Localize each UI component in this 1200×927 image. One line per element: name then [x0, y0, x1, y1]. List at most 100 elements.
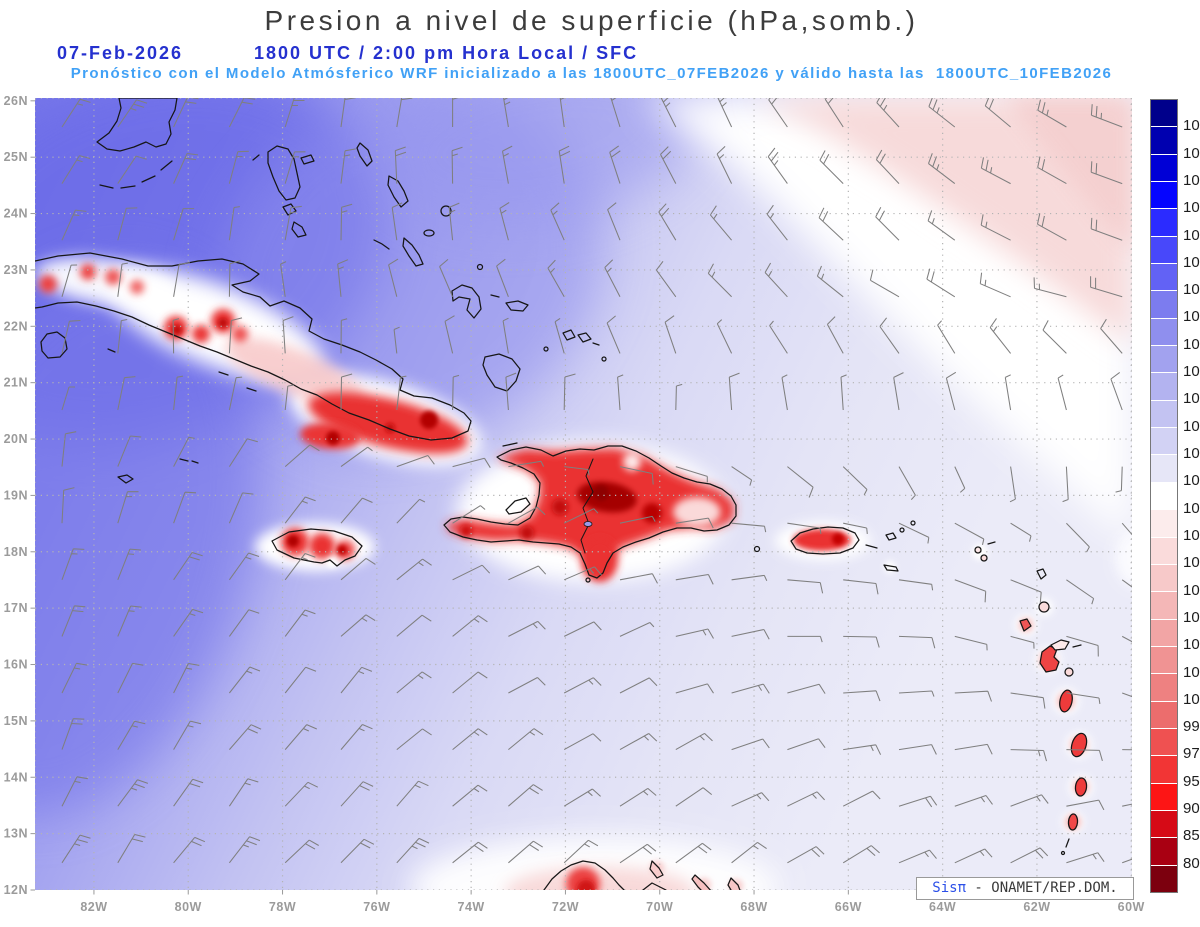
st-vincent: [1067, 813, 1079, 831]
wind-barb: [731, 466, 753, 486]
wind-barb: [508, 620, 546, 637]
florida-coastline: [96, 98, 178, 152]
wind-barb: [61, 605, 86, 637]
wind-barb: [954, 466, 966, 493]
florida-keys-4: [160, 160, 173, 171]
cuba-red-west-4: [130, 280, 144, 294]
wind-barb: [452, 615, 488, 637]
wind-barb: [731, 683, 770, 694]
wind-barb: [340, 148, 356, 184]
eleuthera: [387, 175, 409, 208]
colorbar-label: 1015: [1183, 445, 1200, 463]
wind-barb: [117, 155, 147, 184]
wind-barb: [117, 376, 136, 411]
axis-labels: 26N 25N 24N 23N 22N 21N 20N 19N 18N 17N 16N 15N 14N 1…: [4, 94, 1145, 914]
wind-barb: [767, 147, 788, 184]
colorbar-label: 1020: [1183, 308, 1200, 326]
wind-barb: [451, 146, 463, 184]
cayos-cuba-2: [218, 371, 229, 376]
bimini-dash: [252, 154, 260, 161]
wind-barb: [979, 272, 1011, 298]
sispi-logo: Sisπ: [932, 880, 966, 896]
colorbar-segment: [1151, 235, 1177, 264]
wind-barb: [954, 690, 992, 702]
wind-barb: [61, 319, 81, 354]
wind-barb: [675, 787, 713, 807]
hispaniola-core-5: [460, 525, 472, 537]
wind-barbs: [61, 98, 1132, 864]
virgin-islands-1: [885, 532, 897, 541]
wind-barb: [228, 206, 240, 241]
wind-barb: [396, 455, 435, 468]
wind-barb: [787, 466, 814, 498]
wind-barb: [1122, 692, 1132, 698]
wind-barb: [337, 259, 349, 297]
wind-barb: [619, 843, 657, 864]
colorbar-segment: [1151, 645, 1177, 674]
wind-barb: [563, 566, 603, 581]
desirade-dash: [1072, 644, 1082, 648]
wind-barb: [655, 260, 677, 298]
wind-barb: [61, 487, 75, 524]
wind-barb: [228, 150, 249, 184]
colorbar-label: 1017: [1183, 390, 1200, 408]
wind-barb: [898, 466, 916, 500]
wind-barb: [228, 98, 256, 128]
wind-barb: [61, 662, 88, 694]
lon-label: 72W: [552, 900, 579, 914]
wind-barb: [117, 779, 149, 807]
colorbar-label: 1000: [1183, 690, 1200, 708]
wind-barb: [927, 210, 956, 241]
wind-barb: [550, 202, 565, 241]
wind-barb: [787, 522, 822, 534]
wind-barb: [1037, 99, 1067, 128]
colorbar-label: 900: [1183, 800, 1200, 818]
wind-barb: [875, 206, 900, 241]
lat-label: 22N: [4, 319, 28, 333]
wind-barb: [843, 579, 879, 595]
wind-barb: [61, 264, 78, 297]
jamaica-red-core-1: [287, 535, 299, 547]
wind-barb: [1066, 852, 1105, 864]
watermark-box: Sisπ - ONAMET/REP.DOM.: [916, 877, 1134, 900]
colorbar-label: 850: [1183, 827, 1200, 845]
bonaire: [727, 877, 741, 890]
lat-label: 16N: [4, 658, 28, 672]
wind-barb: [707, 263, 732, 298]
wind-barb: [396, 558, 432, 581]
lat-label: 21N: [4, 376, 28, 390]
wind-barb: [340, 446, 373, 468]
wind-barb: [340, 666, 373, 694]
colorbar-label: 1028: [1183, 226, 1200, 244]
curacao: [691, 874, 712, 890]
colorbar-segment: [1151, 263, 1177, 291]
colorbar-label: 1030: [1183, 199, 1200, 217]
colorbar-label: 950: [1183, 772, 1200, 790]
lat-label: 14N: [4, 770, 28, 784]
wind-barb: [448, 202, 460, 241]
wind-barb: [439, 258, 454, 298]
wind-barb: [173, 836, 206, 864]
lat-label: 26N: [4, 94, 28, 108]
wind-barb: [117, 318, 128, 354]
cuba-red-west-2: [80, 264, 96, 280]
wind-barb: [501, 145, 513, 184]
wind-barb: [842, 466, 868, 496]
wind-barb: [1036, 213, 1067, 241]
deep-high-west: [35, 265, 260, 815]
lat-label: 12N: [4, 883, 28, 897]
wind-barb: [563, 621, 602, 637]
wind-barb: [564, 466, 590, 476]
wind-barb: [954, 795, 993, 807]
wind-barb: [452, 671, 488, 694]
puertorico-coastline: [790, 526, 860, 555]
wind-barb: [1004, 374, 1012, 411]
wind-barb: [1110, 371, 1123, 411]
colorbar-label: 1004: [1183, 636, 1200, 654]
lat-label: 18N: [4, 545, 28, 559]
colorbar-label: 1035: [1183, 171, 1200, 189]
wind-barb: [340, 781, 374, 807]
silver-bank-dot: [601, 356, 607, 362]
colorbar-segment: [1151, 782, 1177, 810]
